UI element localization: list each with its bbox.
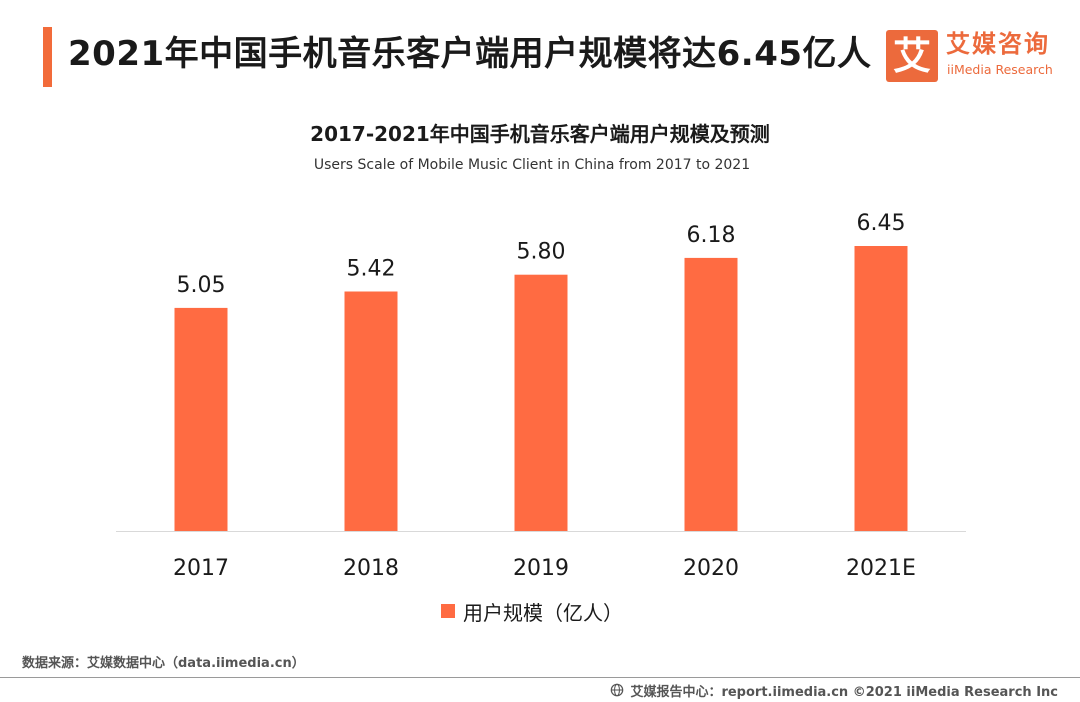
x-tick-label-2018: 2018	[343, 556, 399, 581]
legend-label: 用户规模（亿人）	[463, 600, 623, 625]
legend-swatch	[441, 604, 455, 618]
chart-title: 2017-2021年中国手机音乐客户端用户规模及预测	[310, 122, 770, 146]
footer: 艾媒报告中心：report.iimedia.cn ©2021 iiMedia R…	[610, 680, 1058, 700]
globe-icon	[611, 683, 624, 697]
data-label-2017: 5.05	[177, 273, 226, 298]
bar-2020	[684, 257, 738, 531]
data-source: 数据来源：艾媒数据中心（data.iimedia.cn）	[22, 656, 305, 671]
bar-2021E	[854, 246, 908, 531]
logo-mark: 艾	[886, 30, 938, 82]
page-headline: 2021年中国手机音乐客户端用户规模将达6.45亿人	[68, 34, 872, 74]
bar-2017	[174, 307, 228, 531]
logo-name-en: iiMedia Research	[947, 62, 1053, 77]
bar-2018	[344, 291, 398, 531]
footer-copyright: 艾媒报告中心：report.iimedia.cn ©2021 iiMedia R…	[630, 684, 1058, 700]
data-label-2019: 5.80	[517, 240, 566, 265]
iimedia-logo: 艾 艾媒咨询 iiMedia Research	[886, 30, 1062, 82]
data-label-2021E: 6.45	[857, 211, 906, 236]
bar-2019	[514, 274, 568, 531]
title-accent-bar	[43, 27, 52, 87]
chart-subtitle: Users Scale of Mobile Music Client in Ch…	[313, 157, 751, 173]
x-tick-label-2019: 2019	[513, 556, 569, 581]
chart-legend: 用户规模（亿人）	[441, 597, 623, 625]
logo-name-cn: 艾媒咨询	[946, 30, 1050, 58]
x-tick-label-2020: 2020	[683, 556, 739, 581]
x-tick-label-2017: 2017	[173, 556, 229, 581]
data-label-2018: 5.42	[347, 257, 396, 282]
data-label-2020: 6.18	[687, 223, 736, 248]
x-tick-label-2021E: 2021E	[846, 556, 916, 581]
footer-divider	[0, 677, 1080, 678]
